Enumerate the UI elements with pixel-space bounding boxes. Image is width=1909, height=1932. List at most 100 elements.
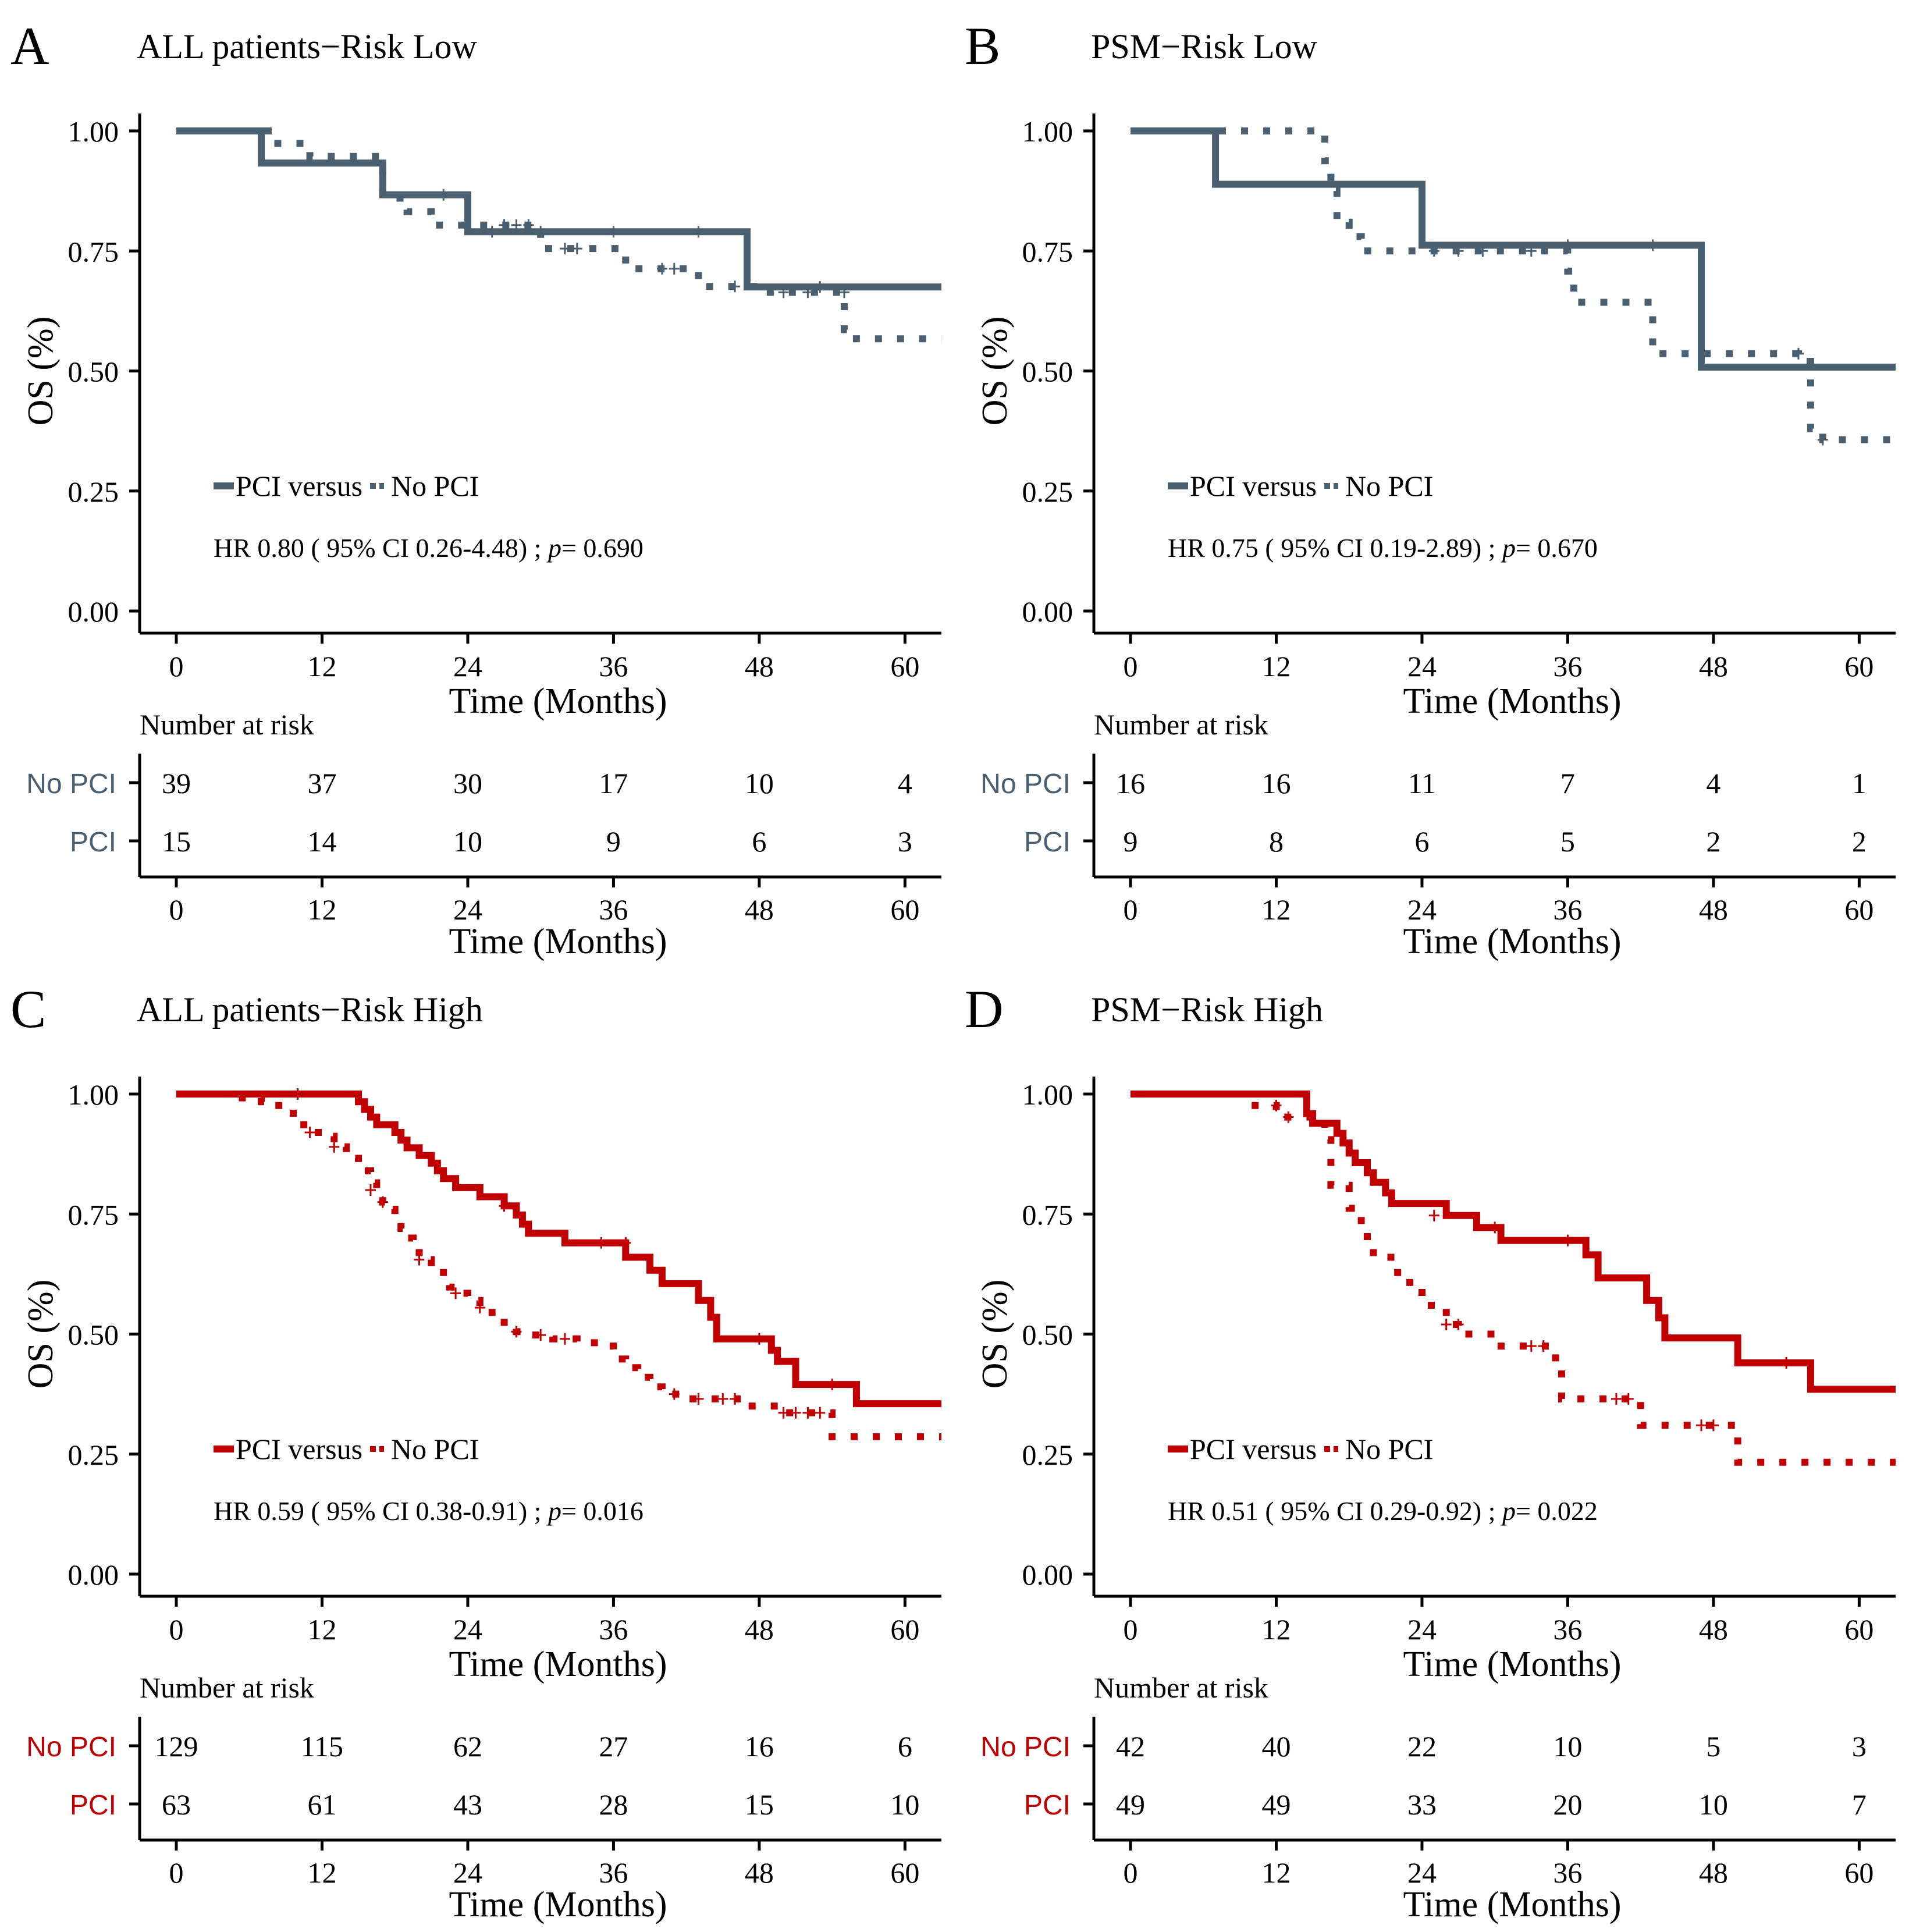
x-tick-label: 24	[453, 650, 482, 683]
y-tick-label: 0.00	[1022, 1558, 1073, 1591]
legend-pci-label: PCI versus	[1190, 1433, 1317, 1465]
risk-table-x-tick-label: 24	[453, 893, 482, 926]
nopci-survival-curve	[176, 127, 941, 343]
x-tick-label: 0	[169, 1613, 184, 1646]
risk-count: 22	[1407, 1730, 1437, 1763]
panel-letter: B	[965, 16, 1000, 76]
hr-stats-text: HR 0.75 ( 95% CI 0.19-2.89) ; p= 0.670	[1168, 533, 1598, 563]
y-tick-label: 0.25	[68, 1439, 119, 1471]
risk-table-title: Number at risk	[140, 708, 314, 741]
risk-table-x-tick-label: 12	[307, 893, 336, 926]
risk-count: 8	[1269, 825, 1284, 858]
x-tick-label: 36	[599, 1613, 628, 1646]
nopci-censor-mark	[474, 1302, 485, 1314]
x-tick-label: 12	[1261, 1613, 1291, 1646]
risk-count: 10	[1553, 1730, 1582, 1763]
nopci-survival-curve	[1131, 127, 1896, 443]
nopci-censor-mark	[839, 286, 850, 299]
risk-count: 37	[307, 767, 336, 800]
risk-count: 1	[1852, 767, 1867, 800]
risk-count: 115	[301, 1730, 343, 1763]
nopci-censor-mark	[1283, 1111, 1294, 1123]
risk-count: 15	[745, 1788, 774, 1821]
risk-count: 17	[599, 767, 628, 800]
x-tick-label: 24	[1407, 650, 1437, 683]
risk-row-label: PCI	[1024, 1790, 1071, 1821]
hr-stats-text: HR 0.80 ( 95% CI 0.26-4.48) ; p= 0.690	[214, 533, 644, 563]
nopci-censor-mark	[1453, 1319, 1464, 1330]
y-tick-label: 0.75	[68, 235, 119, 268]
nopci-censor-mark	[1271, 1099, 1282, 1111]
nopci-censor-mark	[523, 219, 534, 231]
risk-row-label: PCI	[70, 1790, 116, 1821]
risk-table-x-tick-label: 48	[745, 893, 774, 926]
pci-censor-mark	[827, 1379, 838, 1391]
pci-censor-mark	[486, 226, 497, 238]
nopci-survival-curve	[176, 1091, 941, 1440]
risk-table-x-tick-label: 36	[599, 1856, 628, 1889]
panel-d: D PSM−Risk High 0.00 0.25 0.50 0.75 1.00 OS (%)…	[965, 979, 1896, 1924]
risk-count: 10	[453, 825, 482, 858]
y-tick-label: 1.00	[68, 115, 119, 148]
hr-stats-p-value: = 0.016	[561, 1496, 644, 1526]
y-tick-label: 1.00	[1022, 115, 1073, 148]
nopci-censor-mark	[1708, 1419, 1719, 1432]
risk-table-x-tick-label: 24	[453, 1856, 482, 1889]
nopci-censor-mark	[1453, 245, 1464, 257]
risk-row-label: No PCI	[26, 1732, 116, 1763]
x-axis-label: Time (Months)	[449, 1645, 667, 1684]
risk-count: 14	[307, 825, 336, 858]
nopci-censor-mark	[511, 1326, 522, 1338]
risk-count: 28	[599, 1788, 628, 1821]
pci-survival-curve	[176, 127, 941, 291]
y-tick-label: 0.50	[1022, 1319, 1073, 1351]
risk-row-label: PCI	[1024, 827, 1071, 858]
x-axis-label: Time (Months)	[449, 681, 667, 721]
y-tick-label: 0.25	[1022, 1439, 1073, 1471]
nopci-censor-mark	[1441, 1319, 1452, 1330]
x-tick-label: 36	[1553, 1613, 1582, 1646]
nopci-censor-mark	[717, 1393, 728, 1405]
panel-title: PSM−Risk Low	[1091, 27, 1318, 66]
risk-count: 30	[453, 767, 482, 800]
x-tick-label: 36	[1553, 650, 1582, 683]
legend-pci-label: PCI versus	[1190, 470, 1317, 502]
pci-censor-mark	[596, 1237, 607, 1249]
nopci-censor-mark	[1526, 245, 1537, 257]
x-axis-label: Time (Months)	[1403, 681, 1622, 721]
pci-survival-curve	[176, 1091, 941, 1408]
nopci-censor-mark	[1817, 434, 1828, 446]
y-tick-label: 0.50	[1022, 356, 1073, 388]
risk-table-title: Number at risk	[140, 1671, 314, 1704]
y-tick-label: 1.00	[68, 1078, 119, 1111]
nopci-censor-mark	[1477, 245, 1488, 257]
nopci-censor-mark	[778, 1407, 789, 1419]
pci-censor-mark	[815, 281, 826, 293]
legend-nopci-label: No PCI	[391, 470, 479, 502]
risk-table-x-axis-label: Time (Months)	[1403, 922, 1622, 961]
risk-count: 9	[606, 825, 621, 858]
risk-table-x-axis-label: Time (Months)	[449, 1885, 667, 1924]
risk-count: 6	[898, 1730, 912, 1763]
nopci-censor-mark	[669, 262, 680, 275]
nopci-survival-curve	[1131, 1091, 1896, 1466]
risk-table-x-tick-label: 36	[1553, 1856, 1582, 1889]
x-axis-label: Time (Months)	[1403, 1645, 1622, 1684]
nopci-censor-mark	[693, 1393, 704, 1405]
risk-table-x-tick-label: 60	[890, 893, 919, 926]
panel-letter: D	[965, 979, 1003, 1039]
hr-stats-p-value: = 0.022	[1516, 1496, 1598, 1526]
nopci-censor-mark	[559, 243, 570, 255]
nopci-censor-mark	[802, 1407, 813, 1419]
risk-count: 11	[1408, 767, 1436, 800]
risk-row-label: No PCI	[980, 1732, 1071, 1763]
hr-stats-p-label: p	[546, 1496, 561, 1526]
legend-nopci-label: No PCI	[391, 1433, 479, 1465]
risk-table-x-axis-label: Time (Months)	[1403, 1885, 1622, 1924]
panel-letter: C	[10, 979, 46, 1039]
risk-table-x-tick-label: 48	[1699, 893, 1728, 926]
hr-stats-prefix: HR 0.80 ( 95% CI 0.26-4.48) ;	[214, 533, 548, 563]
legend-pci-label: PCI versus	[236, 1433, 362, 1465]
risk-count: 10	[1699, 1788, 1728, 1821]
x-tick-label: 24	[453, 1613, 482, 1646]
